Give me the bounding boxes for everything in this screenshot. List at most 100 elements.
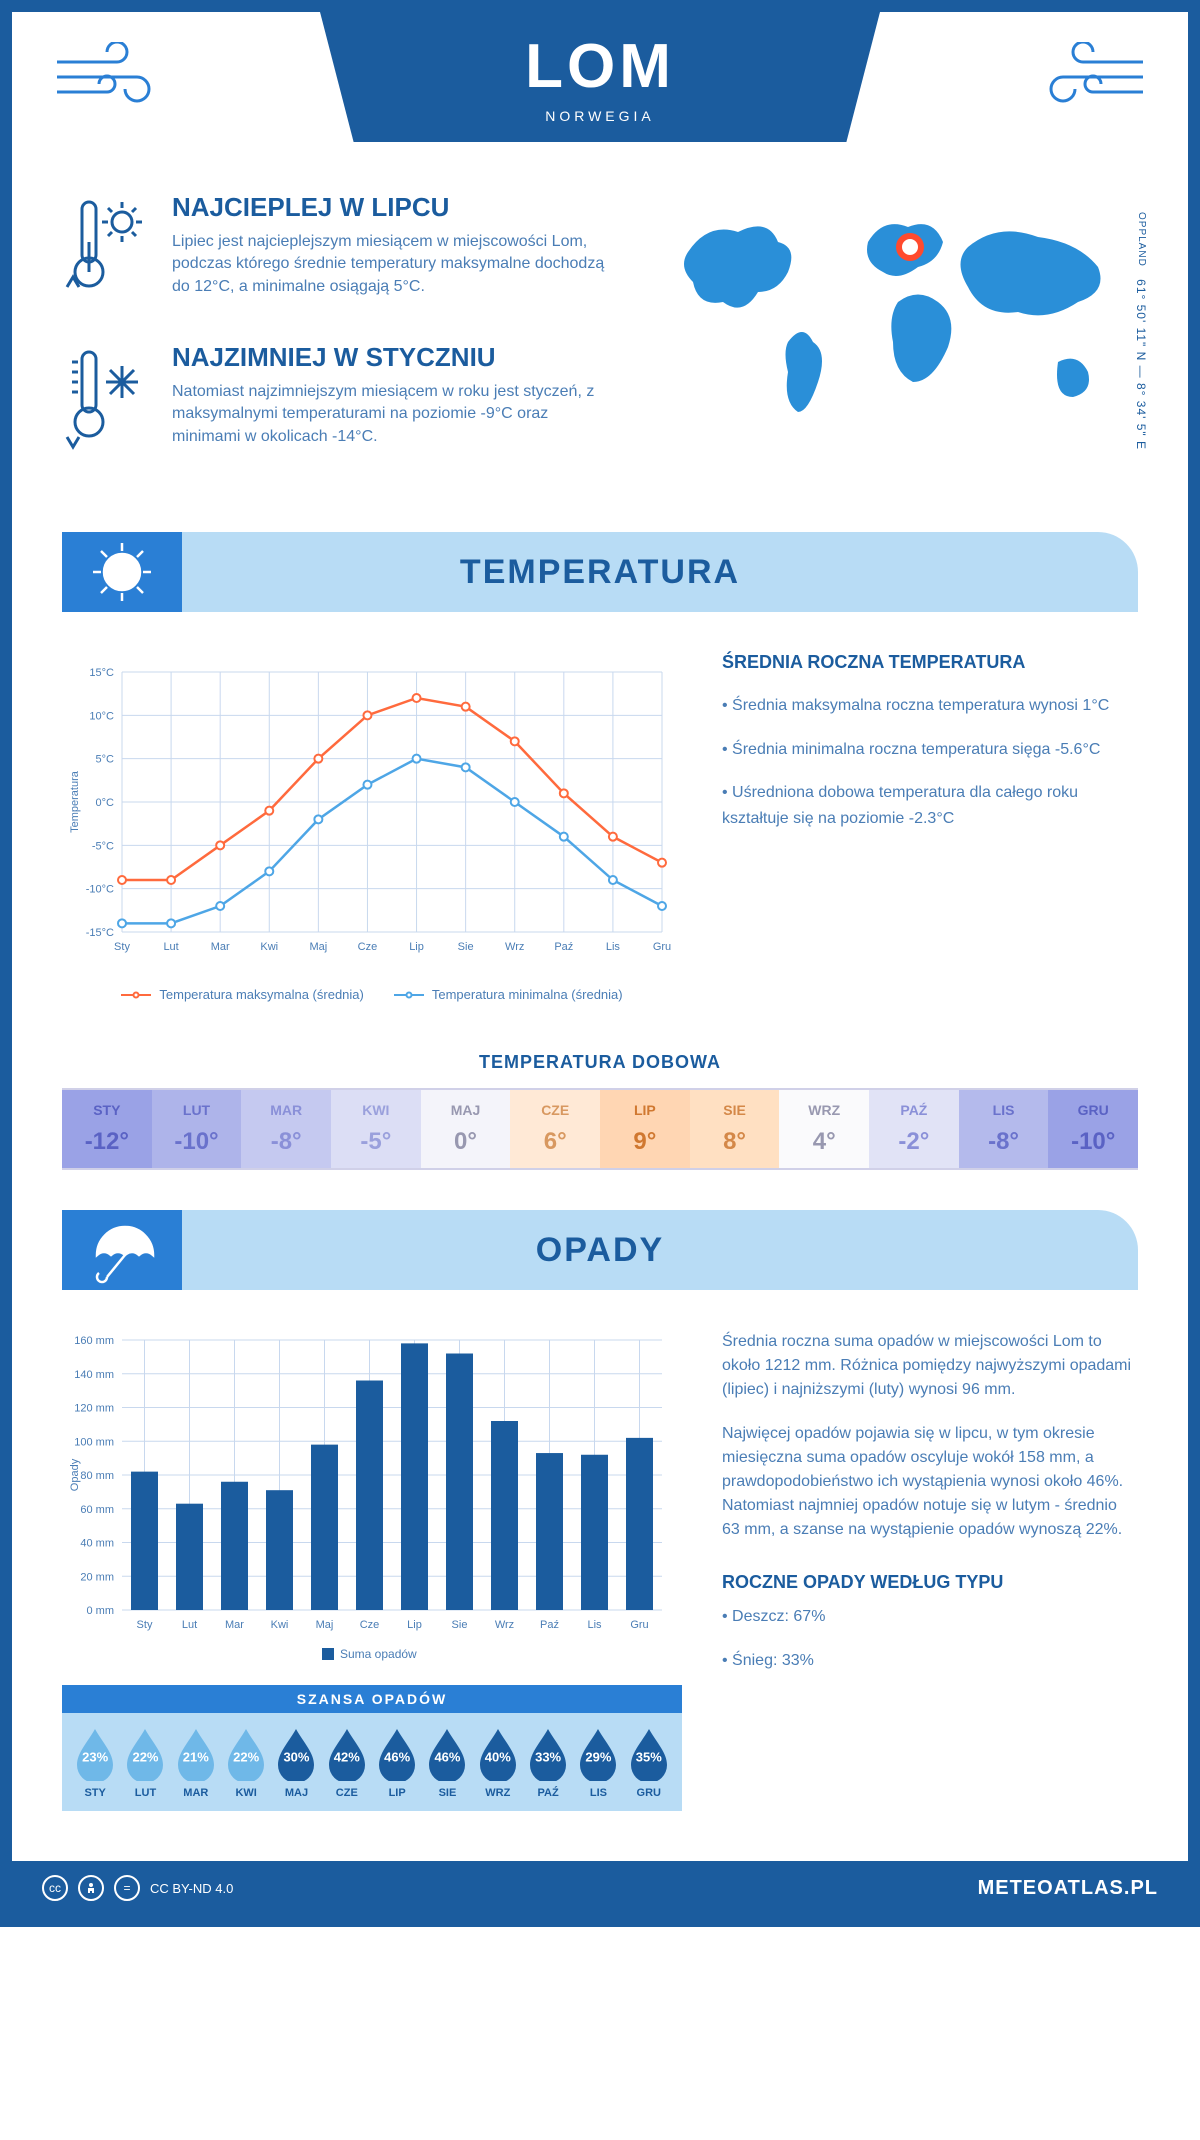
thermometer-sun-icon bbox=[62, 192, 152, 307]
daily-cell: LUT-10° bbox=[152, 1090, 242, 1168]
legend-item: Temperatura maksymalna (średnia) bbox=[121, 987, 363, 1002]
svg-text:Lis: Lis bbox=[606, 941, 621, 953]
precip-bar-chart: 0 mm20 mm40 mm60 mm80 mm100 mm120 mm140 … bbox=[62, 1330, 682, 1670]
svg-text:Lip: Lip bbox=[407, 1619, 422, 1631]
svg-text:Sty: Sty bbox=[114, 941, 130, 953]
svg-text:0 mm: 0 mm bbox=[87, 1605, 115, 1617]
svg-text:40 mm: 40 mm bbox=[80, 1538, 114, 1550]
warmest-desc: Lipiec jest najcieplejszym miesiącem w m… bbox=[172, 231, 618, 298]
raindrop-icon: 46% bbox=[375, 1727, 419, 1781]
svg-text:Suma opadów: Suma opadów bbox=[340, 1647, 417, 1661]
svg-text:15°C: 15°C bbox=[89, 667, 114, 679]
daily-value: -5° bbox=[331, 1128, 421, 1156]
precip-chart-area: 0 mm20 mm40 mm60 mm80 mm100 mm120 mm140 … bbox=[62, 1330, 682, 1811]
raindrop-icon: 22% bbox=[123, 1727, 167, 1781]
chance-month: PAŹ bbox=[523, 1787, 573, 1799]
daily-month: STY bbox=[62, 1102, 152, 1118]
chance-cell: 22% KWI bbox=[221, 1727, 271, 1799]
svg-text:Mar: Mar bbox=[225, 1619, 244, 1631]
svg-text:Wrz: Wrz bbox=[495, 1619, 514, 1631]
map-block: OPPLAND 61° 50' 11" N — 8° 34' 5" E bbox=[658, 192, 1138, 492]
svg-text:60 mm: 60 mm bbox=[80, 1504, 114, 1516]
license-text: CC BY-ND 4.0 bbox=[150, 1881, 233, 1896]
precip-content: 0 mm20 mm40 mm60 mm80 mm100 mm120 mm140 … bbox=[12, 1290, 1188, 1821]
svg-text:Lip: Lip bbox=[409, 941, 424, 953]
temperature-title: TEMPERATURA bbox=[460, 553, 740, 592]
daily-month: LIP bbox=[600, 1102, 690, 1118]
daily-value: 9° bbox=[600, 1128, 690, 1156]
daily-month: MAJ bbox=[421, 1102, 511, 1118]
temp-chart-area: -15°C-10°C-5°C0°C5°C10°C15°CStyLutMarKwi… bbox=[62, 652, 682, 1002]
wind-icon bbox=[52, 42, 182, 117]
daily-value: -8° bbox=[241, 1128, 331, 1156]
daily-cell: CZE6° bbox=[510, 1090, 600, 1168]
svg-text:-5°C: -5°C bbox=[92, 840, 114, 852]
temp-sidebar: ŚREDNIA ROCZNA TEMPERATURA • Średnia mak… bbox=[722, 652, 1138, 1002]
chance-cell: 22% LUT bbox=[120, 1727, 170, 1799]
raindrop-icon: 30% bbox=[274, 1727, 318, 1781]
svg-text:Sty: Sty bbox=[137, 1619, 153, 1631]
legend-label: Temperatura maksymalna (średnia) bbox=[159, 987, 363, 1002]
daily-value: -8° bbox=[959, 1128, 1049, 1156]
chance-panel: SZANSA OPADÓW 23% STY 22% LUT 21% MAR 22… bbox=[62, 1685, 682, 1811]
chance-value: 21% bbox=[174, 1749, 218, 1764]
svg-text:Sie: Sie bbox=[458, 941, 474, 953]
raindrop-icon: 42% bbox=[325, 1727, 369, 1781]
chance-month: LIP bbox=[372, 1787, 422, 1799]
svg-text:10°C: 10°C bbox=[89, 710, 114, 722]
coldest-desc: Natomiast najzimniejszym miesiącem w rok… bbox=[172, 381, 618, 448]
daily-cell: STY -12° bbox=[62, 1090, 152, 1168]
svg-text:Paź: Paź bbox=[540, 1619, 559, 1631]
chance-cell: 46% SIE bbox=[422, 1727, 472, 1799]
daily-value: 6° bbox=[510, 1128, 600, 1156]
svg-text:Lis: Lis bbox=[587, 1619, 602, 1631]
svg-text:Gru: Gru bbox=[630, 1619, 648, 1631]
svg-text:Maj: Maj bbox=[309, 941, 327, 953]
chance-row: 23% STY 22% LUT 21% MAR 22% KWI 30% MAJ … bbox=[62, 1713, 682, 1803]
umbrella-icon bbox=[62, 1210, 182, 1290]
chance-cell: 35% GRU bbox=[624, 1727, 674, 1799]
svg-text:Temperatura: Temperatura bbox=[69, 770, 81, 833]
legend-label: Temperatura minimalna (średnia) bbox=[432, 987, 623, 1002]
chance-value: 22% bbox=[224, 1749, 268, 1764]
chance-cell: 33% PAŹ bbox=[523, 1727, 573, 1799]
chance-month: SIE bbox=[422, 1787, 472, 1799]
chance-value: 46% bbox=[425, 1749, 469, 1764]
chance-cell: 30% MAJ bbox=[271, 1727, 321, 1799]
precip-title: OPADY bbox=[536, 1231, 664, 1270]
temp-bullet: • Uśredniona dobowa temperatura dla całe… bbox=[722, 780, 1138, 831]
daily-value: -10° bbox=[1048, 1128, 1138, 1156]
temperature-section-bar: TEMPERATURA bbox=[62, 532, 1138, 612]
svg-text:20 mm: 20 mm bbox=[80, 1571, 114, 1583]
daily-month: WRZ bbox=[779, 1102, 869, 1118]
header-banner: LOM NORWEGIA bbox=[320, 12, 880, 142]
daily-month: GRU bbox=[1048, 1102, 1138, 1118]
world-map-icon bbox=[658, 192, 1138, 452]
footer-license: cc = CC BY-ND 4.0 bbox=[42, 1875, 233, 1901]
cc-icon: cc bbox=[42, 1875, 68, 1901]
chance-value: 42% bbox=[325, 1749, 369, 1764]
daily-value: -12° bbox=[62, 1128, 152, 1156]
daily-cell: WRZ 4° bbox=[779, 1090, 869, 1168]
svg-text:5°C: 5°C bbox=[96, 754, 115, 766]
coordinates: OPPLAND 61° 50' 11" N — 8° 34' 5" E bbox=[1134, 212, 1148, 450]
raindrop-icon: 23% bbox=[73, 1727, 117, 1781]
footer: cc = CC BY-ND 4.0 METEOATLAS.PL bbox=[12, 1861, 1188, 1915]
temp-legend: Temperatura maksymalna (średnia) Temperat… bbox=[62, 987, 682, 1002]
svg-text:Paź: Paź bbox=[554, 941, 573, 953]
nd-icon: = bbox=[114, 1875, 140, 1901]
daily-value: 4° bbox=[779, 1128, 869, 1156]
daily-cell: MAJ0° bbox=[421, 1090, 511, 1168]
svg-text:Kwi: Kwi bbox=[271, 1619, 289, 1631]
precip-type-bullet: • Deszcz: 67% bbox=[722, 1605, 1138, 1629]
chance-month: GRU bbox=[624, 1787, 674, 1799]
svg-text:140 mm: 140 mm bbox=[74, 1369, 114, 1381]
raindrop-icon: 33% bbox=[526, 1727, 570, 1781]
daily-month: LIS bbox=[959, 1102, 1049, 1118]
warmest-text: NAJCIEPLEJ W LIPCU Lipiec jest najcieple… bbox=[172, 192, 618, 307]
chance-value: 29% bbox=[576, 1749, 620, 1764]
precip-para: Średnia roczna suma opadów w miejscowośc… bbox=[722, 1330, 1138, 1402]
precip-type-title: ROCZNE OPADY WEDŁUG TYPU bbox=[722, 1572, 1138, 1593]
chance-value: 40% bbox=[476, 1749, 520, 1764]
chance-month: STY bbox=[70, 1787, 120, 1799]
